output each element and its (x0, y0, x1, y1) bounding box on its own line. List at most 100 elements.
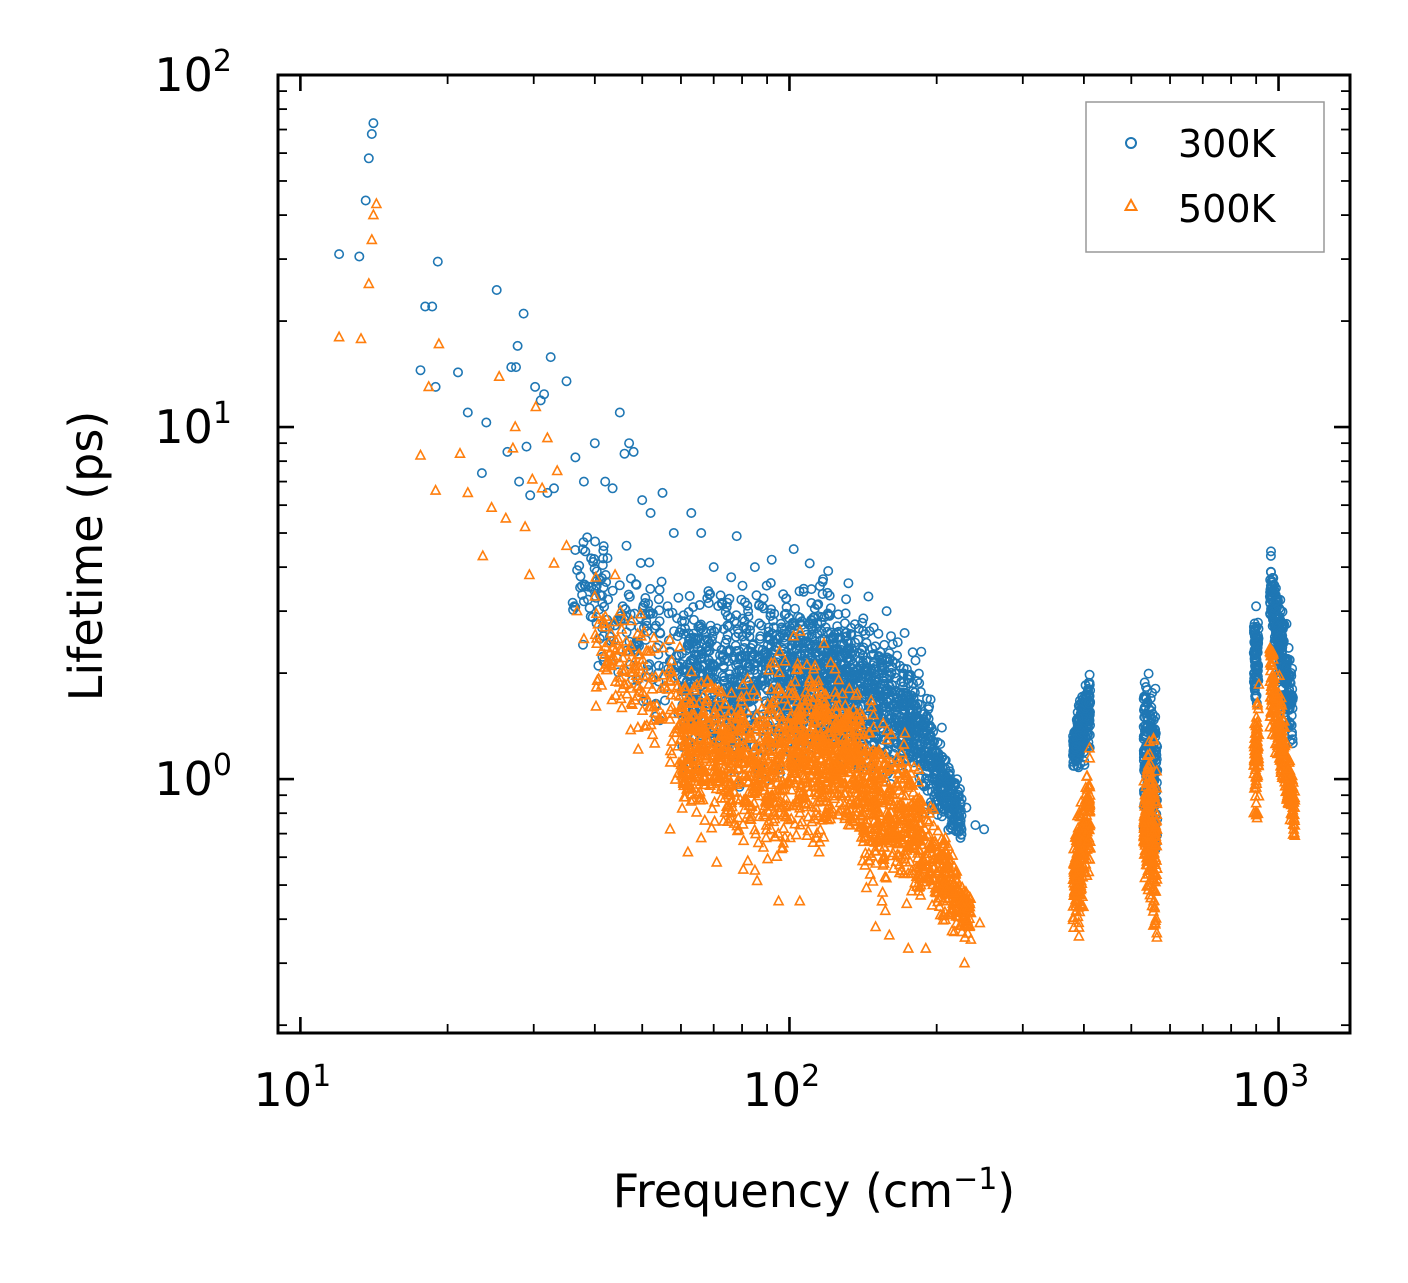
point-500k (819, 711, 832, 723)
point-300k (1069, 760, 1080, 771)
point-300k (1143, 668, 1154, 679)
point-500k (747, 683, 760, 695)
point-500k (959, 930, 971, 942)
point-300k (889, 712, 900, 723)
point-300k (910, 745, 921, 756)
point-500k (730, 792, 743, 804)
point-500k (810, 806, 822, 818)
point-300k (607, 585, 618, 596)
point-500k (693, 761, 705, 773)
point-500k (649, 670, 662, 682)
point-300k (823, 565, 834, 576)
point-500k (765, 656, 778, 668)
point-300k (673, 592, 684, 603)
point-300k (703, 672, 714, 683)
point-300k (909, 687, 920, 698)
point-500k (697, 743, 709, 755)
point-300k (574, 560, 585, 571)
point-500k (874, 771, 887, 784)
point-300k (868, 648, 879, 659)
point-300k (600, 476, 611, 487)
point-300k (589, 563, 600, 574)
point-300k (824, 590, 835, 601)
point-300k (1268, 587, 1279, 598)
point-500k (708, 814, 721, 826)
point-500k (826, 749, 838, 761)
point-300k (730, 640, 741, 651)
point-300k (892, 702, 903, 713)
point-500k (679, 680, 691, 692)
point-300k (868, 622, 879, 633)
point-500k (731, 711, 743, 723)
point-500k (774, 747, 786, 759)
point-500k (767, 815, 780, 827)
point-500k (661, 682, 674, 694)
point-500k (848, 815, 860, 827)
point-500k (739, 768, 751, 780)
point-300k (640, 592, 651, 603)
point-500k (902, 780, 915, 792)
point-500k (859, 744, 872, 757)
point-300k (953, 790, 964, 801)
point-300k (955, 805, 966, 816)
point-300k (491, 284, 502, 295)
point-500k (927, 840, 939, 852)
point-500k (677, 770, 690, 783)
point-500k (809, 742, 822, 754)
point-500k (766, 695, 779, 707)
point-300k (912, 698, 923, 709)
point-300k (703, 636, 714, 647)
point-500k (797, 784, 809, 796)
point-500k (617, 665, 630, 677)
point-300k (912, 712, 923, 723)
point-500k (826, 706, 838, 719)
point-500k (695, 774, 708, 787)
point-500k (788, 817, 801, 829)
point-300k (828, 638, 839, 649)
point-500k (705, 821, 718, 833)
point-500k (805, 800, 818, 812)
point-500k (740, 689, 753, 701)
point-500k (710, 743, 723, 755)
point-500k (762, 803, 774, 815)
point-500k (740, 792, 752, 804)
point-300k (923, 761, 934, 772)
point-300k (979, 824, 990, 835)
point-500k (915, 857, 928, 869)
point-300k (1084, 690, 1095, 701)
point-500k (589, 570, 602, 582)
point-500k (787, 746, 800, 759)
point-500k (895, 863, 908, 875)
point-500k (787, 629, 800, 641)
point-500k (735, 740, 748, 752)
point-500k (801, 704, 813, 716)
point-500k (681, 766, 694, 778)
point-500k (862, 801, 874, 813)
point-500k (727, 722, 739, 734)
point-300k (732, 624, 743, 635)
point-500k (737, 678, 749, 690)
point-300k (1249, 631, 1260, 642)
point-500k (749, 827, 762, 839)
point-300k (840, 608, 851, 619)
point-300k (578, 476, 589, 487)
point-300k (577, 589, 588, 600)
point-500k (753, 810, 765, 822)
point-300k (1083, 683, 1094, 694)
point-500k (749, 773, 761, 785)
point-500k (895, 814, 908, 826)
point-500k (680, 729, 692, 741)
point-500k (616, 701, 628, 713)
point-300k (518, 308, 529, 319)
point-500k (734, 723, 747, 735)
point-500k (851, 776, 864, 788)
point-300k (751, 590, 762, 601)
point-500k (763, 769, 776, 781)
point-500k (796, 750, 808, 762)
point-500k (832, 772, 845, 784)
point-300k (548, 483, 559, 494)
point-500k (904, 816, 917, 829)
point-500k (793, 801, 806, 813)
point-300k (625, 620, 636, 631)
point-300k (849, 619, 860, 630)
